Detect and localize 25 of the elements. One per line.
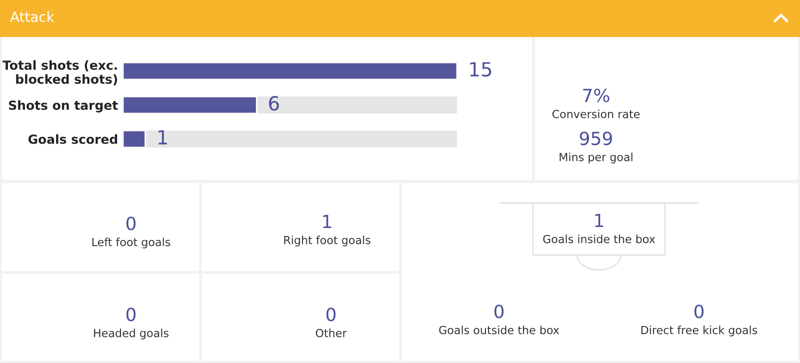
text: Direct free kick goals bbox=[641, 326, 758, 336]
text: Goals inside the box bbox=[543, 234, 656, 244]
text: Conversion rate bbox=[552, 110, 640, 118]
text: Left foot goals bbox=[92, 238, 170, 248]
data-label: 6 bbox=[269, 96, 279, 111]
chart-title: Attack bbox=[10, 11, 54, 22]
text: 0 bbox=[126, 216, 136, 230]
text: 0 bbox=[694, 304, 704, 318]
text: 1 bbox=[595, 214, 604, 227]
data-label: 1 bbox=[158, 130, 167, 144]
text: Right foot goals bbox=[284, 236, 370, 246]
text: 959 bbox=[580, 132, 612, 146]
text: 7% bbox=[583, 88, 610, 102]
text: 1 bbox=[323, 214, 332, 228]
data-label: 15 bbox=[470, 62, 492, 77]
text: 0 bbox=[494, 304, 504, 318]
text: 0 bbox=[326, 308, 336, 322]
y-tick-label: Total shots (exc. blocked shots) bbox=[2, 60, 118, 86]
y-tick-label: Shots on target bbox=[8, 100, 118, 112]
y-tick-label: Goals scored bbox=[28, 134, 118, 144]
text: 0 bbox=[126, 308, 136, 322]
text: Other bbox=[316, 328, 347, 338]
text: Mins per goal bbox=[560, 152, 632, 164]
text: Headed goals bbox=[94, 328, 168, 340]
text: Goals outside the box bbox=[439, 326, 560, 334]
